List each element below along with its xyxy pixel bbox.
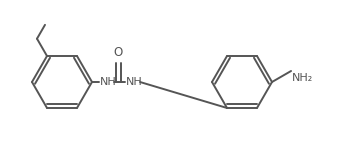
Text: NH: NH bbox=[126, 77, 143, 87]
Text: O: O bbox=[113, 46, 122, 59]
Text: NH₂: NH₂ bbox=[292, 73, 313, 83]
Text: NH: NH bbox=[100, 77, 117, 87]
